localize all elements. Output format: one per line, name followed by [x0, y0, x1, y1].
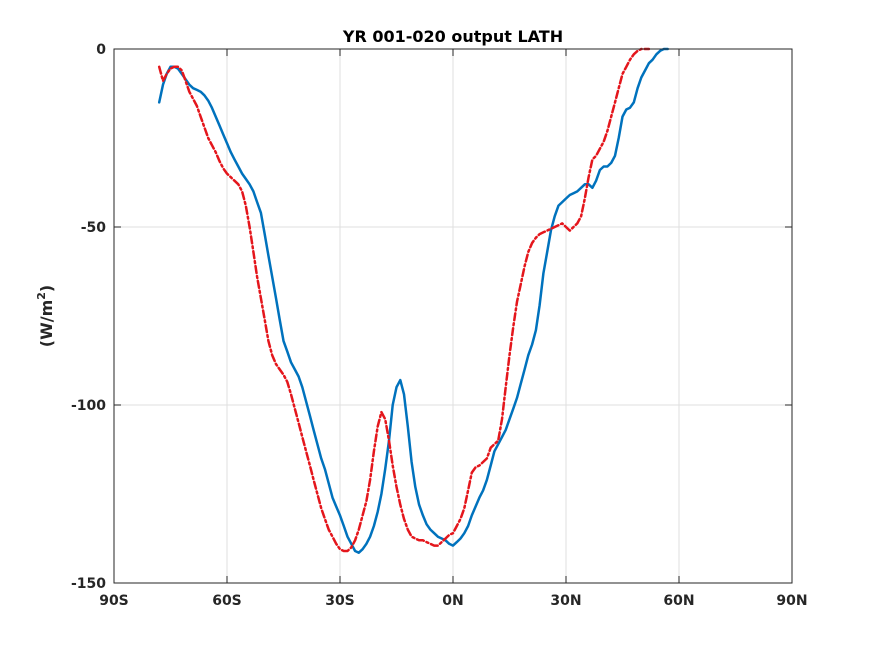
y-tick-label: -100: [71, 398, 106, 414]
y-axis-label-close: ): [37, 285, 56, 292]
y-tick-label: -50: [81, 220, 107, 236]
x-tick-labels: 90S 60S 30S 0N 30N 60N 90N: [99, 593, 807, 609]
y-axis-label-unit: (W/m: [37, 300, 56, 347]
x-tick-label: 90N: [776, 593, 807, 609]
y-axis-label: (W/m2): [35, 285, 56, 347]
series-line-1: [157, 47, 669, 554]
x-tick-label: 30S: [325, 593, 355, 609]
x-tick-label: 60S: [212, 593, 242, 609]
ticks: [113, 48, 793, 584]
x-tick-label: 60N: [663, 593, 694, 609]
y-axis-label-exponent: 2: [35, 292, 48, 300]
series-layer: [157, 47, 669, 554]
chart-title: YR 001-020 output LATH: [342, 27, 563, 46]
series-line-2: [157, 47, 651, 553]
x-tick-label: 0N: [442, 593, 463, 609]
x-tick-label: 90S: [99, 593, 129, 609]
y-tick-label: -150: [71, 576, 106, 592]
y-tick-label: 0: [96, 42, 106, 58]
x-tick-label: 30N: [550, 593, 581, 609]
y-tick-labels: 0 -50 -100 -150: [71, 42, 106, 592]
